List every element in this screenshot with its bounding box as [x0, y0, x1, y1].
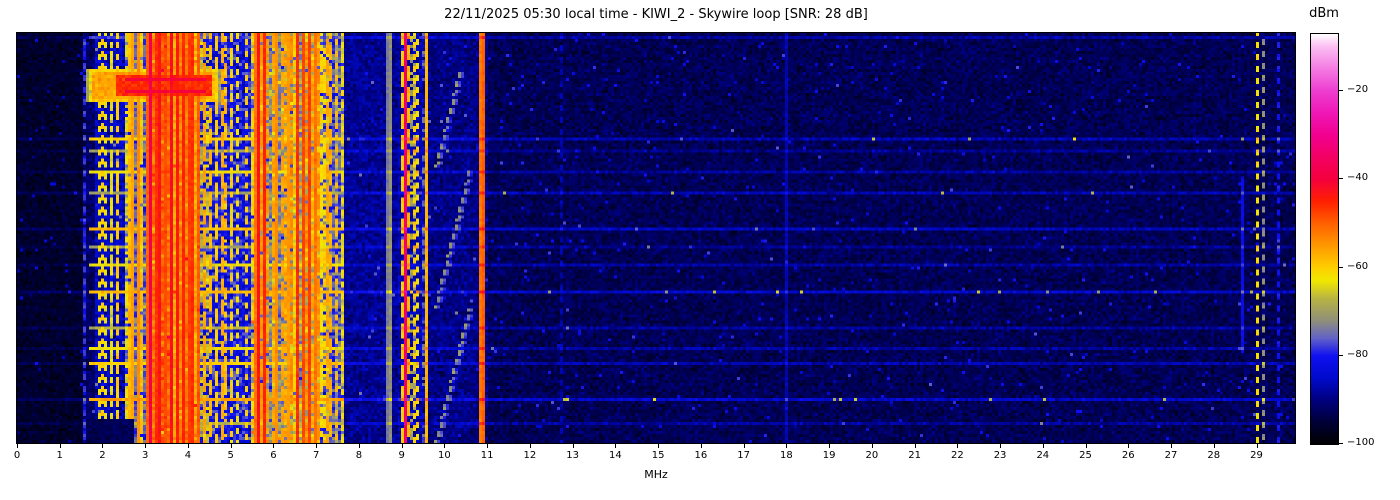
x-tick	[1171, 444, 1173, 448]
x-tick-label: 17	[737, 450, 750, 461]
x-tick-label: 24	[1036, 450, 1050, 461]
x-tick-label: 28	[1207, 450, 1221, 461]
x-tick	[914, 444, 916, 448]
x-tick	[102, 444, 104, 448]
x-tick	[615, 444, 617, 448]
x-tick	[1042, 444, 1044, 448]
x-tick-label: 5	[227, 450, 234, 461]
x-tick-label: 23	[993, 450, 1007, 461]
colorbar-label: dBm	[1309, 6, 1339, 21]
x-tick-label: 0	[13, 450, 21, 461]
x-axis-label: MHz	[644, 468, 668, 481]
x-tick	[1256, 444, 1258, 448]
x-tick-label: 25	[1079, 450, 1092, 461]
x-tick	[145, 444, 147, 448]
x-tick-label: 10	[438, 450, 451, 461]
colorbar-tick-label: −100	[1347, 437, 1375, 448]
x-tick	[273, 444, 275, 448]
x-tick-label: 12	[523, 450, 537, 461]
chart-title: 22/11/2025 05:30 local time - KIWI_2 - S…	[444, 7, 868, 22]
colorbar-tick	[1339, 178, 1343, 180]
x-tick-label: 26	[1121, 450, 1135, 461]
x-tick	[871, 444, 873, 448]
x-tick-label: 1	[56, 450, 63, 461]
x-tick	[1128, 444, 1130, 448]
x-tick-label: 13	[566, 450, 580, 461]
x-tick-label: 22	[950, 450, 964, 461]
x-tick	[658, 444, 660, 448]
x-tick-label: 18	[779, 450, 793, 461]
x-tick	[187, 444, 189, 448]
x-tick	[230, 444, 232, 448]
colorbar-tick-label: −80	[1347, 348, 1369, 360]
x-tick	[829, 444, 831, 448]
x-tick	[529, 444, 531, 448]
colorbar-tick	[1339, 443, 1343, 444]
x-tick-label: 9	[398, 450, 405, 461]
x-tick	[487, 444, 489, 448]
colorbar-tick-label: −60	[1347, 260, 1369, 272]
x-tick	[700, 444, 702, 448]
x-tick-label: 15	[651, 450, 665, 461]
x-tick-label: 2	[99, 450, 106, 461]
x-tick-label: 4	[184, 450, 192, 461]
colorbar-tick	[1339, 354, 1343, 356]
x-tick-label: 27	[1164, 450, 1178, 461]
x-tick	[444, 444, 446, 448]
x-tick	[743, 444, 745, 448]
x-tick	[59, 444, 61, 448]
x-tick	[401, 444, 403, 448]
x-tick	[17, 444, 18, 448]
x-tick	[316, 444, 318, 448]
colorbar-tick-label: −40	[1347, 172, 1369, 184]
x-tick-label: 20	[865, 450, 879, 461]
colorbar-gradient	[1310, 33, 1339, 445]
x-tick	[1000, 444, 1002, 448]
x-tick	[1085, 444, 1087, 448]
x-tick-label: 21	[908, 450, 921, 461]
x-tick-label: 7	[313, 450, 320, 461]
x-tick-label: 3	[142, 450, 149, 461]
x-tick	[358, 444, 360, 448]
x-tick	[786, 444, 788, 448]
x-tick	[957, 444, 959, 448]
x-tick-label: 16	[694, 450, 708, 461]
x-tick	[572, 444, 574, 448]
colorbar-tick	[1339, 90, 1343, 92]
x-tick-label: 29	[1250, 450, 1263, 461]
x-tick-label: 6	[270, 450, 277, 461]
x-tick-label: 11	[480, 450, 494, 461]
x-tick-label: 19	[822, 450, 836, 461]
spectrogram-canvas	[17, 33, 1295, 443]
colorbar-tick-label: −20	[1347, 84, 1369, 96]
x-tick-label: 14	[609, 450, 622, 461]
colorbar-tick	[1339, 266, 1343, 268]
x-tick	[1213, 444, 1215, 448]
x-tick-label: 8	[355, 450, 363, 461]
